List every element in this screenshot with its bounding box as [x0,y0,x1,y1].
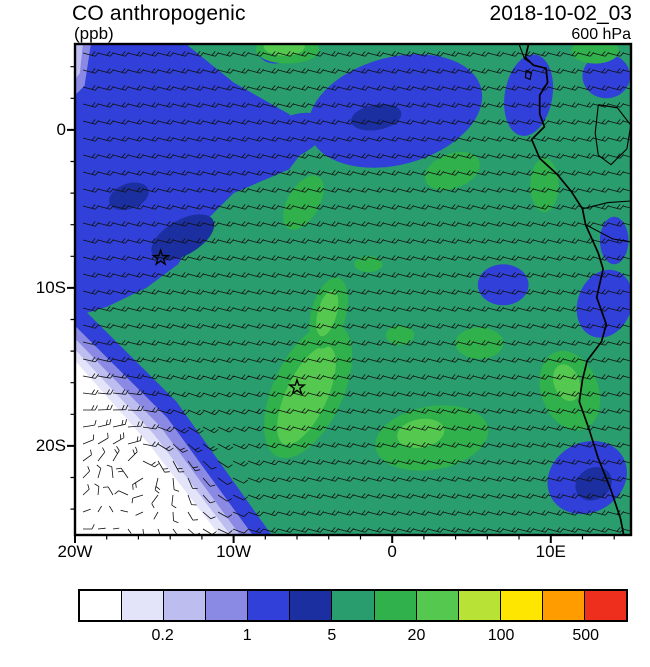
colorbar-cell [289,591,332,620]
colorbar-cell [205,591,248,620]
colorbar-cell [163,591,206,620]
chart-title: CO anthropogenic [72,2,246,25]
minor-ticks [70,66,615,540]
map-frame [73,42,633,537]
colorbar-cell [373,591,416,620]
colorbar-cell [80,591,122,620]
colorbar-cell [247,591,290,620]
station-star-markers [151,248,307,396]
major-ticks [67,128,552,543]
colorbar-cell [541,591,584,620]
colorbar-cell [499,591,542,620]
chart-datetime: 2018-10-02_03 [489,2,632,25]
colorbar-cell [415,591,458,620]
colorbar-cell [331,591,374,620]
island-outline [524,69,533,81]
colorbar-cell [121,591,164,620]
wind-barbs [82,51,631,535]
chart-pressure-level: 600 hPa [571,26,631,43]
colorbar-cell [583,591,627,620]
chart-units-label: (ppb) [74,24,114,43]
country-borders [518,44,631,243]
colorbar [78,589,628,622]
colorbar-cell [457,591,500,620]
